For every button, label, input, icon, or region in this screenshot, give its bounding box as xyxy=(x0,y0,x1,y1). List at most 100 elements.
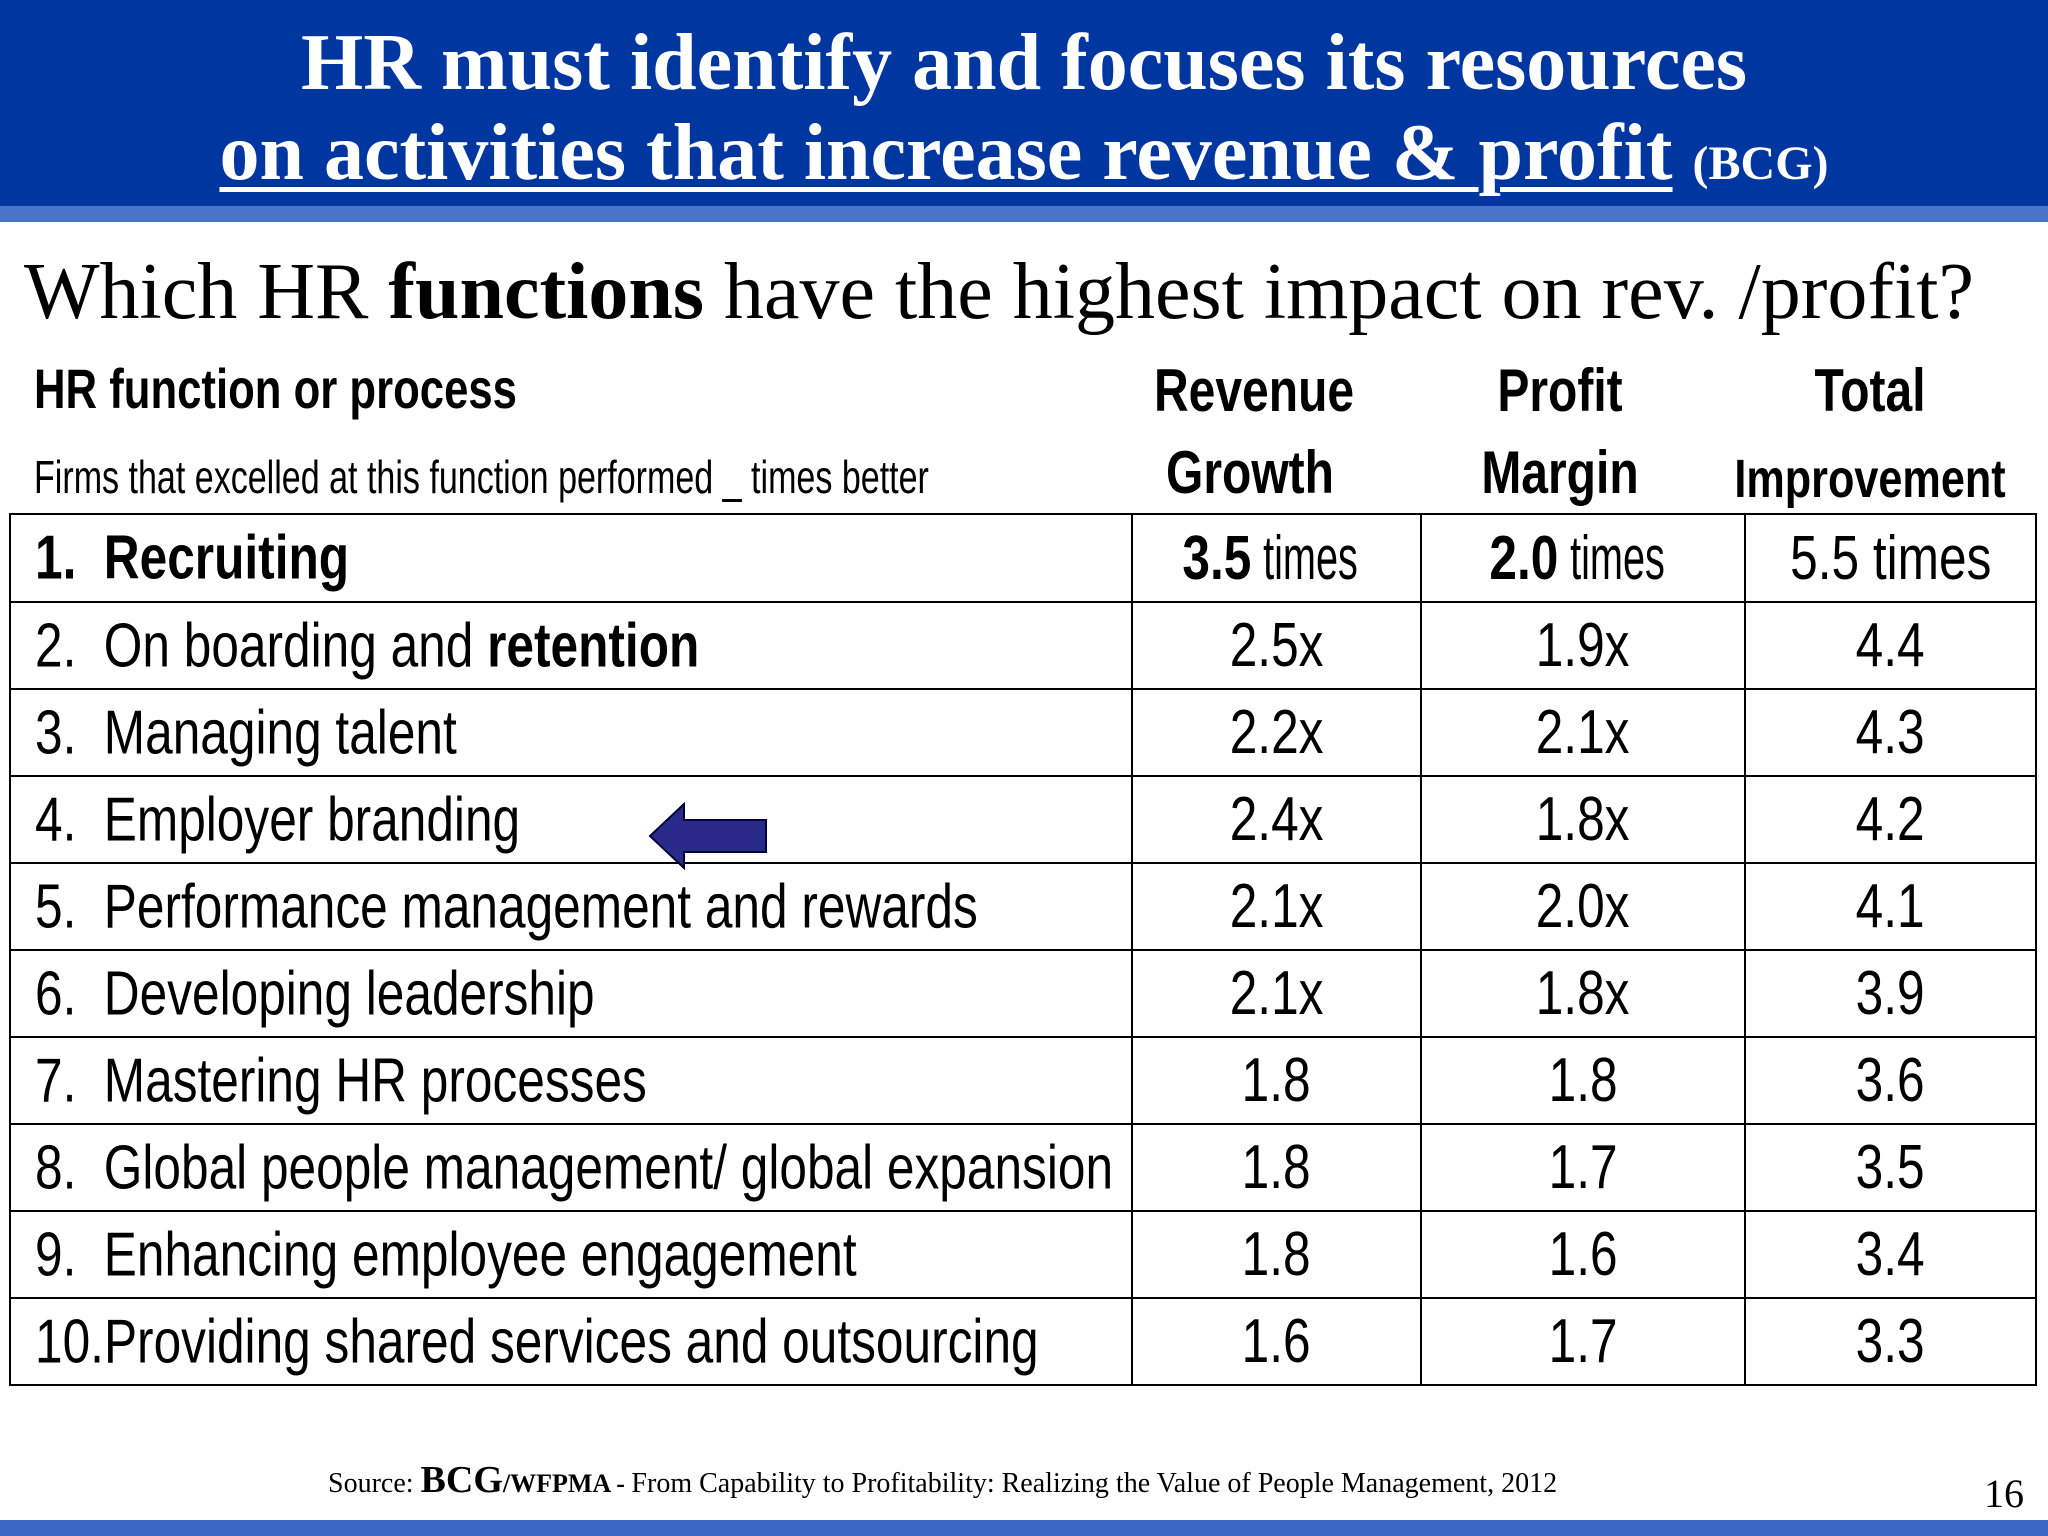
total-cell: 3.6 xyxy=(1744,1036,2037,1125)
function-cell: 10.Providing shared services and outsour… xyxy=(9,1297,1133,1386)
page-number: 16 xyxy=(1984,1471,2024,1516)
revenue-cell: 2.2x xyxy=(1131,688,1422,777)
revenue-cell: 1.8 xyxy=(1131,1036,1422,1125)
function-cell: 2. On boarding and retention xyxy=(9,601,1133,690)
total-value: 3.4 xyxy=(1856,1220,1925,1289)
function-column-subheader: Firms that excelled at this function per… xyxy=(34,451,929,503)
table-row: 10.Providing shared services and outsour… xyxy=(9,1297,2037,1386)
profit-value: 1.8x xyxy=(1536,959,1630,1028)
function-label: On boarding and xyxy=(103,611,488,680)
profit-value: 1.8x xyxy=(1536,785,1630,854)
profit-cell: 2.1x xyxy=(1420,688,1746,777)
profit-cell: 1.7 xyxy=(1420,1297,1746,1386)
revenue-cell: 2.1x xyxy=(1131,949,1422,1038)
total-value: 4.2 xyxy=(1856,785,1925,854)
function-label: Managing talent xyxy=(103,698,457,767)
revenue-value-suffix: times xyxy=(1263,523,1359,593)
slide-header: HR must identify and focuses its resourc… xyxy=(0,0,2048,206)
profit-cell: 1.7 xyxy=(1420,1123,1746,1212)
function-cell: 5. Performance management and rewards xyxy=(9,862,1133,951)
function-cell: 7. Mastering HR processes xyxy=(9,1036,1133,1125)
function-label: Recruiting xyxy=(103,523,350,593)
function-label: Developing leadership xyxy=(103,959,595,1028)
function-cell: 1. Recruiting xyxy=(9,513,1133,603)
total-value: 3.5 xyxy=(1856,1133,1925,1202)
total-cell: 3.3 xyxy=(1744,1297,2037,1386)
row-number: 9. xyxy=(35,1220,77,1289)
row-number: 1. xyxy=(35,523,77,593)
row-number: 8. xyxy=(35,1133,77,1202)
function-label: Employer branding xyxy=(103,785,521,854)
slide-title-tag: (BCG) xyxy=(1692,137,1829,190)
total-cell: 4.4 xyxy=(1744,601,2037,690)
row-number: 5. xyxy=(35,872,77,941)
question-pre: Which HR xyxy=(24,248,389,336)
table-row: 3. Managing talent 2.2x 2.1x 4.3 xyxy=(9,688,2037,777)
source-text: From Capability to Profitability: Realiz… xyxy=(631,1468,1558,1499)
total-cell: 4.1 xyxy=(1744,862,2037,951)
revenue-value: 1.6 xyxy=(1242,1307,1311,1376)
revenue-cell: 1.8 xyxy=(1131,1210,1422,1299)
total-value: 3.3 xyxy=(1856,1307,1925,1376)
profit-value: 2.1x xyxy=(1536,698,1630,767)
revenue-value: 2.2x xyxy=(1229,698,1324,767)
profit-value: 1.7 xyxy=(1548,1307,1618,1376)
profit-value: 1.7 xyxy=(1548,1133,1618,1202)
total-header-line1: Total xyxy=(1814,357,1926,424)
profit-cell: 2.0x xyxy=(1420,862,1746,951)
revenue-value-bold: 3.5 xyxy=(1182,523,1252,593)
row-number: 4. xyxy=(35,785,77,854)
total-cell: 4.3 xyxy=(1744,688,2037,777)
revenue-cell: 3.5 times xyxy=(1131,513,1422,603)
revenue-cell: 2.1x xyxy=(1131,862,1422,951)
revenue-header-line1: Revenue xyxy=(1154,357,1355,424)
revenue-value: 2.1x xyxy=(1229,959,1324,1028)
header-stripe xyxy=(0,206,2048,222)
revenue-cell: 2.5x xyxy=(1131,601,1422,690)
profit-value-suffix: times xyxy=(1570,523,1665,593)
revenue-value: 1.8 xyxy=(1242,1133,1311,1202)
question-post: have the highest impact on rev. /profit? xyxy=(704,248,1974,336)
function-column-header: HR function or process xyxy=(34,357,517,420)
profit-cell: 2.0 times xyxy=(1420,513,1746,603)
function-label: Enhancing employee engagement xyxy=(103,1220,857,1289)
table-row: 8. Global people management/ global expan… xyxy=(9,1123,2037,1212)
profit-cell: 1.6 xyxy=(1420,1210,1746,1299)
function-label: Global people management/ global expansi… xyxy=(103,1133,1114,1202)
row-number: 6. xyxy=(35,959,77,1028)
table-row: 2. On boarding and retention 2.5x 1.9x 4.… xyxy=(9,601,2037,690)
profit-header-line2: Margin xyxy=(1481,439,1639,506)
total-value: 5.5 times xyxy=(1789,523,1992,593)
footer-bar xyxy=(0,1520,2048,1536)
source-wfpma: /WFPMA - xyxy=(502,1469,632,1498)
revenue-cell: 2.4x xyxy=(1131,775,1422,864)
source-bcg: BCG xyxy=(420,1459,503,1501)
function-label-bold: retention xyxy=(487,611,700,680)
total-cell: 3.4 xyxy=(1744,1210,2037,1299)
profit-value: 1.8 xyxy=(1548,1046,1618,1115)
slide-title-line1: HR must identify and focuses its resourc… xyxy=(301,19,1747,107)
total-header-line2: Improvement xyxy=(1734,449,2006,509)
row-number: 2. xyxy=(35,611,77,680)
slide-title-line2-text: on activities that increase revenue & pr… xyxy=(219,109,1673,197)
table-row: 7. Mastering HR processes 1.8 1.8 3.6 xyxy=(9,1036,2037,1125)
profit-value: 1.9x xyxy=(1536,611,1630,680)
total-cell: 4.2 xyxy=(1744,775,2037,864)
total-cell: 3.9 xyxy=(1744,949,2037,1038)
revenue-value: 2.5x xyxy=(1229,611,1324,680)
revenue-cell: 1.8 xyxy=(1131,1123,1422,1212)
profit-value: 1.6 xyxy=(1548,1220,1618,1289)
revenue-value: 2.4x xyxy=(1229,785,1324,854)
function-cell: 8. Global people management/ global expan… xyxy=(9,1123,1133,1212)
table-row: 5. Performance management and rewards 2.1… xyxy=(9,862,2037,951)
row-number: 10. xyxy=(35,1307,104,1376)
table-row: 1. Recruiting 3.5 times 2.0 times 5.5 tim… xyxy=(9,513,2037,603)
source-citation: Source: BCG/WFPMA - From Capability to P… xyxy=(328,1458,1557,1502)
revenue-value: 2.1x xyxy=(1229,872,1324,941)
profit-value-bold: 2.0 xyxy=(1489,523,1559,593)
left-arrow-icon xyxy=(648,802,767,870)
total-cell: 3.5 xyxy=(1744,1123,2037,1212)
function-cell: 6. Developing leadership xyxy=(9,949,1133,1038)
table-row: 4. Employer branding 2.4x 1.8x 4.2 xyxy=(9,775,2037,864)
profit-header-line1: Profit xyxy=(1497,357,1623,424)
